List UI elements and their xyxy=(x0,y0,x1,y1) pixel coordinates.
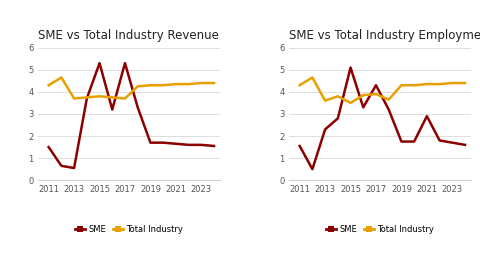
Text: SME vs Total Industry Revenue: SME vs Total Industry Revenue xyxy=(38,29,219,42)
Legend: SME, Total Industry: SME, Total Industry xyxy=(323,222,437,237)
Text: SME vs Total Industry Employment: SME vs Total Industry Employment xyxy=(289,29,480,42)
Legend: SME, Total Industry: SME, Total Industry xyxy=(72,222,186,237)
